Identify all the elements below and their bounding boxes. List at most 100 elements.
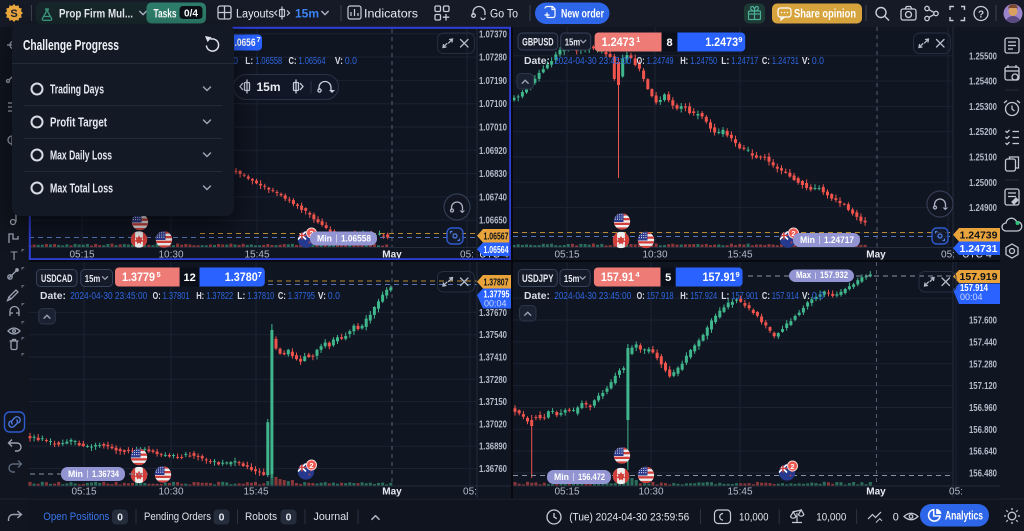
svg-text:1.37410: 1.37410 [479,353,507,364]
svg-text:H:: H: [680,291,688,302]
svg-text:157.901: 157.901 [731,291,758,302]
svg-text:15m: 15m [295,7,319,21]
svg-text:Max Total Loss: Max Total Loss [50,181,113,196]
svg-text:2024-04-30 23:45:00: 2024-04-30 23:45:00 [70,291,147,302]
svg-text:Max Daily Loss: Max Daily Loss [50,148,112,163]
svg-text:.0656: .0656 [235,37,256,49]
svg-text:1.25300: 1.25300 [969,102,997,113]
svg-text:L:: L: [721,291,729,302]
svg-text:9: 9 [738,35,742,44]
svg-text:1.2473: 1.2473 [705,37,738,49]
svg-text:1: 1 [636,35,640,44]
svg-text:1.2473: 1.2473 [602,37,635,49]
svg-text:1.3779: 1.3779 [122,272,155,284]
svg-text:1.07100: 1.07100 [479,99,507,110]
svg-text:Pending Orders: Pending Orders [144,511,211,523]
svg-text:157.91: 157.91 [601,272,635,284]
svg-text:Indicators: Indicators [364,9,418,21]
svg-text:2024-04-30 23:45:00: 2024-04-30 23:45:00 [554,291,631,302]
svg-text:Go To: Go To [490,9,518,21]
svg-text:Prop Firm Mul...: Prop Firm Mul... [59,7,133,21]
svg-text:2: 2 [309,229,313,238]
svg-text:1.24731: 1.24731 [960,244,998,255]
svg-text:10:30: 10:30 [158,487,183,498]
svg-text:C:: C: [278,291,286,302]
svg-text:H:: H: [196,291,204,302]
svg-text:L:: L: [721,56,729,67]
svg-text:?: ? [978,10,984,21]
svg-text:05:15: 05:15 [69,250,94,261]
svg-text:9: 9 [736,270,740,279]
svg-text:Max: Max [796,270,812,281]
svg-text:157.91: 157.91 [703,272,737,284]
svg-text:1.06650: 1.06650 [479,216,507,227]
svg-text:V:: V: [802,56,810,67]
svg-text:0: 0 [117,512,123,524]
svg-text:1.25400: 1.25400 [969,77,997,88]
svg-text:156.960: 156.960 [969,403,997,414]
svg-text:H:: H: [680,56,688,67]
svg-text:Min: Min [800,235,815,246]
svg-text:Trading Days: Trading Days [50,82,104,97]
svg-text:1.24739: 1.24739 [960,230,998,241]
svg-text:V:: V: [318,291,326,302]
svg-text:0.0: 0.0 [345,56,357,67]
svg-text:0/4: 0/4 [184,8,198,20]
svg-text:1.06740: 1.06740 [479,192,507,203]
svg-text:15m: 15m [564,273,580,285]
svg-text:USDCAD: USDCAD [41,273,73,285]
svg-text:1.37822: 1.37822 [206,291,233,302]
svg-text:0.0: 0.0 [328,291,340,302]
svg-text:L:: L: [237,291,245,302]
svg-text:1.36890: 1.36890 [479,442,507,453]
svg-text:C:: C: [762,56,770,67]
svg-text:157.918: 157.918 [647,291,674,302]
svg-text:0.0: 0.0 [812,291,824,302]
svg-text:15m: 15m [256,80,280,94]
svg-text:1.07370: 1.07370 [479,29,507,40]
svg-text:7: 7 [257,35,261,44]
svg-text:Date:: Date: [40,291,66,302]
svg-text:2: 2 [791,229,795,238]
svg-text:15:45: 15:45 [243,487,268,498]
svg-text:Min: Min [68,469,83,480]
svg-text:1.06564: 1.06564 [484,245,509,256]
svg-text:1.25000: 1.25000 [969,178,997,189]
svg-text:05:15: 05:15 [554,487,579,498]
svg-text:157.600: 157.600 [969,316,997,327]
svg-text:0: 0 [233,56,238,67]
svg-text:O:: O: [637,56,645,67]
svg-text:1.37807: 1.37807 [484,277,509,288]
svg-text:2024-04-30 23:45:00: 2024-04-30 23:45:00 [554,56,631,67]
svg-text:05:: 05: [463,487,477,498]
svg-text:1.06567: 1.06567 [484,231,509,242]
svg-text:Analytics: Analytics [945,511,983,523]
svg-text:10:30: 10:30 [642,250,667,261]
svg-text:05:: 05: [941,250,955,261]
svg-text:May: May [382,250,402,261]
svg-text:05:: 05: [949,487,963,498]
svg-text:1.24750: 1.24750 [690,56,717,67]
svg-text:Profit Target: Profit Target [50,115,107,130]
svg-text:05:: 05: [460,250,474,261]
svg-text:1.07280: 1.07280 [479,53,507,64]
svg-text:5: 5 [665,272,671,284]
svg-text:1.07010: 1.07010 [479,123,507,134]
svg-text:1.37280: 1.37280 [479,375,507,386]
svg-text:157.120: 157.120 [969,381,997,392]
svg-text:10:30: 10:30 [638,487,663,498]
svg-text:10,000: 10,000 [739,512,769,524]
svg-text:May: May [382,487,402,498]
svg-text:Journal: Journal [314,511,349,523]
svg-text:05:15: 05:15 [71,487,96,498]
svg-text:0: 0 [893,512,899,524]
svg-text:Challenge Progress: Challenge Progress [23,37,119,54]
svg-text:10:30: 10:30 [158,250,183,261]
svg-text:2: 2 [790,462,794,471]
svg-text:S: S [10,8,17,20]
svg-text:00:04: 00:04 [960,292,983,302]
svg-text:1.24731: 1.24731 [772,56,799,67]
svg-text:156.472: 156.472 [578,472,605,483]
svg-text:Date:: Date: [524,291,550,302]
svg-text:1.24717: 1.24717 [731,56,758,67]
